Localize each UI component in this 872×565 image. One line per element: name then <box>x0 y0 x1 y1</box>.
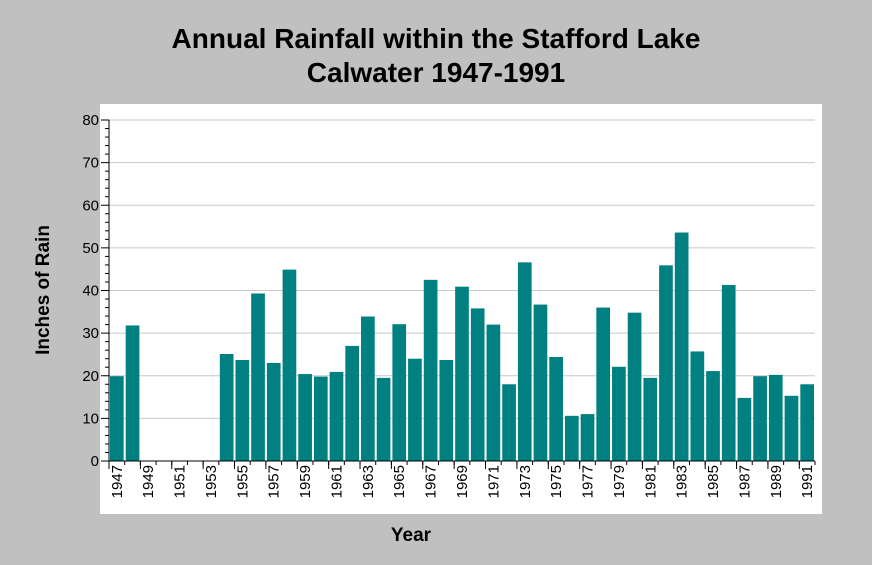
x-tick-label: 1963 <box>360 465 377 498</box>
x-axis-label: Year <box>391 525 432 546</box>
bar <box>125 325 140 461</box>
x-tick-label: 1967 <box>423 465 440 498</box>
x-tick-label: 1959 <box>297 465 314 498</box>
y-tick-label: 80 <box>82 112 99 129</box>
axes: 0 10 20 30 40 50 60 70 80 1947 1949 1951 1953 1955 195… <box>82 112 816 498</box>
bar <box>361 316 375 461</box>
y-tick-label: 30 <box>82 325 99 342</box>
x-tick-label: 1973 <box>517 465 534 498</box>
bar <box>768 374 783 461</box>
bar <box>549 356 563 461</box>
bar <box>219 354 234 461</box>
x-tick-label: 1947 <box>109 465 126 498</box>
bar <box>345 345 360 461</box>
bar <box>329 371 344 461</box>
x-tick-label: 1961 <box>328 465 345 498</box>
y-tick-label: 40 <box>82 283 99 300</box>
bar <box>659 265 673 461</box>
x-tick-label: 1989 <box>768 465 785 498</box>
bar <box>517 262 532 461</box>
bar <box>251 293 265 461</box>
x-tick-label: 1953 <box>203 465 220 498</box>
bar <box>643 377 658 461</box>
x-tick-label: 1975 <box>548 465 565 498</box>
x-tick-label: 1991 <box>799 465 816 498</box>
bar <box>753 376 767 461</box>
bar <box>455 286 469 461</box>
bar <box>423 279 438 461</box>
bar <box>439 359 454 461</box>
bar <box>282 269 297 461</box>
y-axis-label: Inches of Rain <box>33 225 54 355</box>
bar <box>596 307 611 461</box>
x-tick-label: 1969 <box>454 465 471 498</box>
bar <box>564 415 579 461</box>
y-tick-label: 50 <box>82 240 99 257</box>
y-tick-label: 60 <box>82 197 99 214</box>
bar <box>298 374 312 461</box>
bar <box>737 397 752 461</box>
bars <box>110 232 814 461</box>
bar <box>784 395 799 461</box>
x-tick-label: 1957 <box>266 465 283 498</box>
chart-title-line-1: Annual Rainfall within the Stafford Lake <box>171 23 701 54</box>
x-tick-label: 1979 <box>611 465 628 498</box>
y-tick-label: 0 <box>91 453 99 470</box>
bar <box>408 358 422 461</box>
bar <box>110 376 124 461</box>
bar <box>470 308 485 461</box>
y-tick-label: 70 <box>82 155 99 172</box>
x-tick-label: 1985 <box>705 465 722 498</box>
x-tick-label: 1949 <box>140 465 157 498</box>
bar <box>690 351 705 461</box>
bar <box>392 324 407 461</box>
bar <box>486 324 501 461</box>
bar <box>235 359 250 461</box>
x-tick-label: 1983 <box>674 465 691 498</box>
bar <box>502 384 516 461</box>
x-tick-label: 1977 <box>580 465 597 498</box>
bar <box>627 312 642 461</box>
bar <box>533 304 548 461</box>
chart-title: Annual Rainfall within the Stafford Lake… <box>0 22 872 90</box>
x-tick-label: 1951 <box>172 465 189 498</box>
x-tick-label: 1987 <box>736 465 753 498</box>
bar <box>706 371 720 461</box>
bar <box>674 232 689 461</box>
x-tick-label: 1971 <box>485 465 502 498</box>
x-tick-label: 1965 <box>391 465 408 498</box>
y-tick-label: 20 <box>82 368 99 385</box>
bar <box>580 414 595 461</box>
bar <box>376 377 391 461</box>
chart-title-line-2: Calwater 1947-1991 <box>306 57 566 88</box>
bar <box>800 384 814 461</box>
x-tick-label: 1955 <box>234 465 251 498</box>
bar <box>721 284 736 461</box>
bar <box>612 366 626 461</box>
bar <box>266 362 281 461</box>
y-tick-label: 10 <box>82 410 99 427</box>
x-tick-label: 1981 <box>642 465 659 498</box>
bar <box>313 376 328 461</box>
